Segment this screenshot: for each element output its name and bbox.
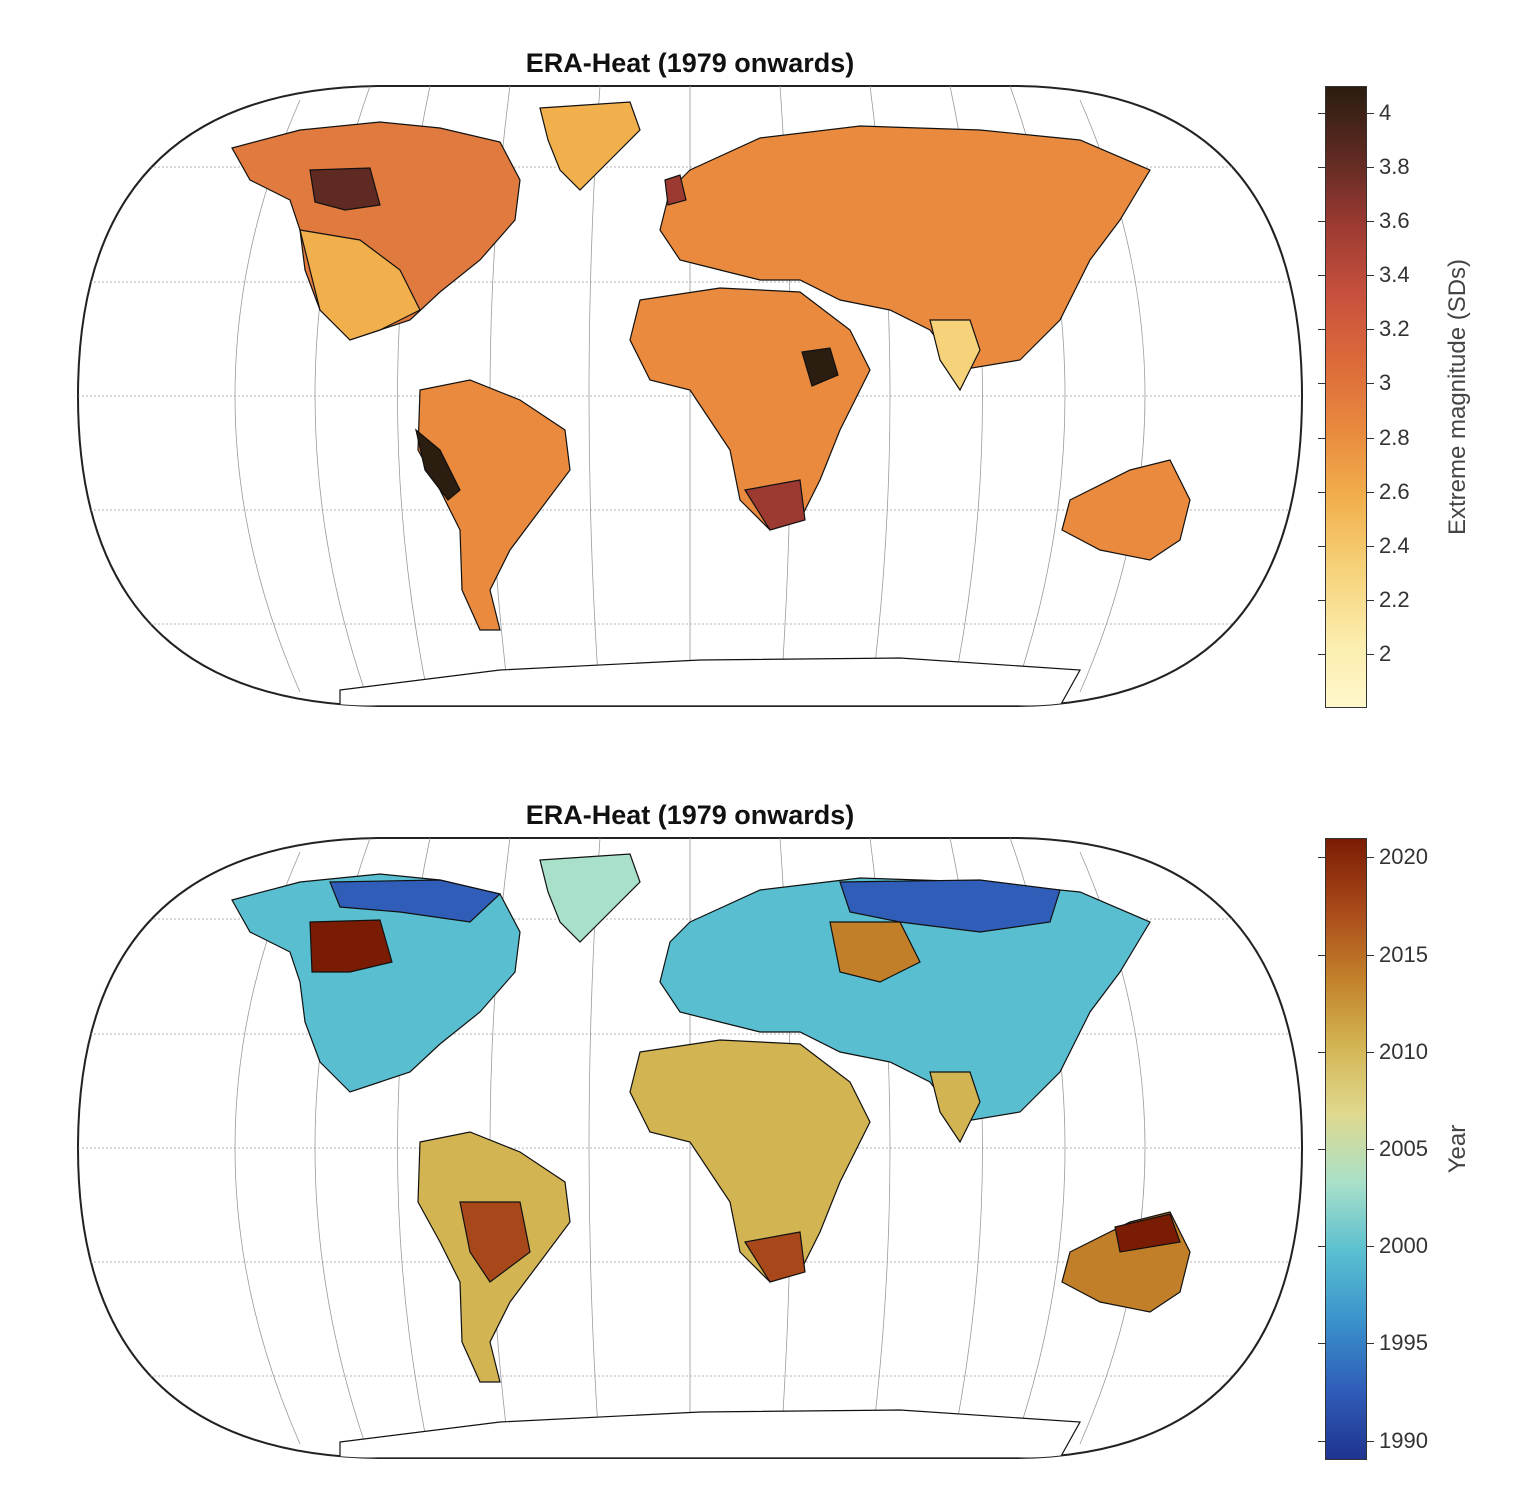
antarctica xyxy=(339,1409,1081,1458)
colorbar-label: Year xyxy=(1444,1124,1471,1174)
colorbar-tick-label: 2000 xyxy=(1379,1233,1428,1259)
south-america-central xyxy=(459,1201,531,1283)
world-map-magnitude xyxy=(76,85,1304,707)
india-se-asia xyxy=(929,319,981,392)
map-title: ERA-Heat (1979 onwards) xyxy=(525,800,855,830)
colorbar-tick-label: 2.8 xyxy=(1379,424,1410,450)
colorbar-tick-label: 2 xyxy=(1379,640,1392,666)
colorbar-tick-label: 1995 xyxy=(1379,1330,1428,1356)
map-panel-year: ERA-Heat (1979 onwards) 1990 1995 2000 2005… xyxy=(0,782,1536,1502)
world-map-year xyxy=(76,837,1304,1459)
colorbar-tick-label: 2.6 xyxy=(1379,478,1410,504)
colorbar-tick-label: 2.4 xyxy=(1379,532,1410,558)
north-america-west xyxy=(309,167,381,211)
land-regions xyxy=(231,853,1191,1458)
colorbar-tick-label: 2015 xyxy=(1379,941,1428,967)
colorbar-tick-label: 2.2 xyxy=(1379,586,1410,612)
africa-south xyxy=(744,1231,806,1283)
colorbar-tick-label: 3 xyxy=(1379,370,1392,396)
asia-central xyxy=(829,921,921,983)
colorbar-tick-label: 2020 xyxy=(1379,844,1428,870)
north-america-west xyxy=(309,919,393,973)
north-america-north xyxy=(329,879,502,923)
colorbar-tick-label: 3.4 xyxy=(1379,262,1410,288)
australia xyxy=(1061,459,1191,561)
africa-south xyxy=(744,479,806,531)
uk xyxy=(664,174,687,206)
north-america xyxy=(231,873,521,1093)
colorbar-tick-label: 2010 xyxy=(1379,1038,1428,1064)
australia-north xyxy=(1114,1213,1181,1253)
colorbar-magnitude xyxy=(1325,86,1367,708)
greenland xyxy=(539,853,641,943)
north-america-south xyxy=(299,229,421,341)
colorbar-tick-label: 3.6 xyxy=(1379,208,1410,234)
colorbar-tick-label: 3.8 xyxy=(1379,154,1410,180)
map-title: ERA-Heat (1979 onwards) xyxy=(525,48,855,78)
map-panel-magnitude: ERA-Heat (1979 onwards) 2 2.2 2.4 2.6 2.8 3 3.… xyxy=(0,30,1536,750)
russia-north xyxy=(839,879,1061,933)
antarctica xyxy=(339,657,1081,706)
south-america-peru xyxy=(415,428,461,501)
colorbar-tick-label: 3.2 xyxy=(1379,316,1410,342)
india-se-asia xyxy=(929,1071,981,1144)
land-regions xyxy=(231,101,1191,706)
colorbar-label: Extreme magnitude (SDs) xyxy=(1444,258,1471,536)
africa-east xyxy=(801,347,839,387)
north-america xyxy=(231,121,521,341)
greenland xyxy=(539,101,641,191)
colorbar-tick-label: 4 xyxy=(1379,100,1392,126)
colorbar-tick-label: 2005 xyxy=(1379,1136,1428,1161)
colorbar-year xyxy=(1325,838,1367,1460)
colorbar-tick-label: 1990 xyxy=(1379,1427,1428,1453)
south-america xyxy=(417,379,571,631)
